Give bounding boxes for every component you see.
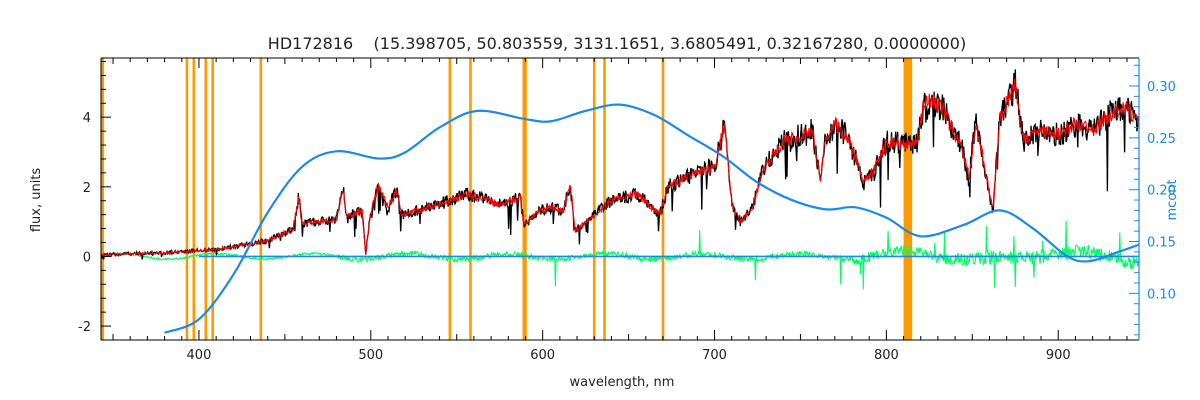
- y2-tick-label: 0.25: [1147, 132, 1176, 147]
- y-tick-label: 4: [83, 111, 91, 126]
- data-series-layer: [101, 69, 1139, 334]
- right-y-axis-label: mcont: [1165, 179, 1180, 220]
- y-axis-label: flux, units: [29, 168, 44, 233]
- y2-tick-label: 0.30: [1147, 80, 1176, 95]
- y-tick-label: 0: [83, 250, 91, 265]
- y2-tick-label: 0.20: [1147, 184, 1176, 199]
- x-tick-label: 400: [187, 348, 212, 363]
- continuum-series-line: [164, 103, 1139, 334]
- masked-lines-layer: [101, 58, 913, 340]
- x-tick-label: 500: [358, 348, 383, 363]
- chart-title: HD172816 (15.398705, 50.803559, 3131.165…: [268, 34, 966, 53]
- observed-series-line: [101, 69, 1139, 260]
- x-tick-label: 900: [1046, 348, 1071, 363]
- axes-layer: 400 500 600 700 800 900 -2 0 2 4 0.10 0.15 0.20 0.25 0…: [78, 57, 1176, 363]
- x-tick-label: 700: [702, 348, 727, 363]
- y2-tick-label: 0.10: [1147, 287, 1176, 302]
- y-tick-label: 2: [83, 181, 91, 196]
- y-tick-label: -2: [78, 320, 91, 335]
- x-tick-label: 800: [874, 348, 899, 363]
- y2-tick-label: 0.15: [1147, 236, 1176, 251]
- x-axis-label: wavelength, nm: [570, 375, 675, 390]
- x-tick-label: 600: [530, 348, 555, 363]
- model-series-line: [101, 78, 1139, 257]
- masked-band: [903, 58, 913, 340]
